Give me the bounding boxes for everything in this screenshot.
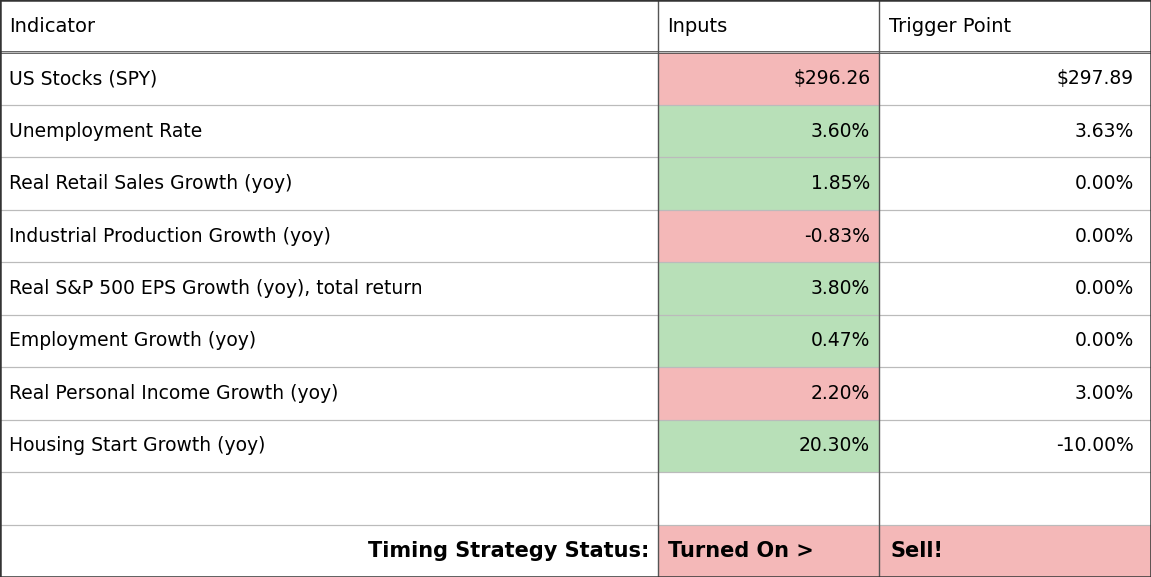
Bar bbox=[658, 53, 879, 105]
Text: Real Retail Sales Growth (yoy): Real Retail Sales Growth (yoy) bbox=[9, 174, 292, 193]
Bar bbox=[658, 419, 879, 472]
Text: 1.85%: 1.85% bbox=[811, 174, 870, 193]
Text: Trigger Point: Trigger Point bbox=[889, 17, 1011, 36]
Bar bbox=[658, 158, 879, 210]
Text: $297.89: $297.89 bbox=[1057, 69, 1134, 88]
Text: 20.30%: 20.30% bbox=[799, 436, 870, 455]
Text: Employment Growth (yoy): Employment Growth (yoy) bbox=[9, 331, 257, 350]
Bar bbox=[658, 524, 879, 577]
Text: 0.00%: 0.00% bbox=[1075, 227, 1134, 246]
Text: 3.00%: 3.00% bbox=[1075, 384, 1134, 403]
Text: 3.60%: 3.60% bbox=[811, 122, 870, 141]
Text: US Stocks (SPY): US Stocks (SPY) bbox=[9, 69, 158, 88]
Text: Timing Strategy Status:: Timing Strategy Status: bbox=[368, 541, 649, 561]
Text: -0.83%: -0.83% bbox=[805, 227, 870, 246]
Text: Turned On >: Turned On > bbox=[668, 541, 814, 561]
Text: 0.00%: 0.00% bbox=[1075, 279, 1134, 298]
Text: 0.00%: 0.00% bbox=[1075, 174, 1134, 193]
Text: 0.00%: 0.00% bbox=[1075, 331, 1134, 350]
Text: $296.26: $296.26 bbox=[793, 69, 870, 88]
Bar bbox=[658, 367, 879, 419]
Text: 0.47%: 0.47% bbox=[810, 331, 870, 350]
Bar bbox=[658, 210, 879, 263]
Text: Real S&P 500 EPS Growth (yoy), total return: Real S&P 500 EPS Growth (yoy), total ret… bbox=[9, 279, 422, 298]
Text: 3.63%: 3.63% bbox=[1075, 122, 1134, 141]
Text: 3.80%: 3.80% bbox=[811, 279, 870, 298]
Bar bbox=[658, 314, 879, 367]
Text: Inputs: Inputs bbox=[668, 17, 727, 36]
Bar bbox=[658, 105, 879, 158]
Text: Industrial Production Growth (yoy): Industrial Production Growth (yoy) bbox=[9, 227, 331, 246]
Bar bbox=[879, 524, 1151, 577]
Text: -10.00%: -10.00% bbox=[1055, 436, 1134, 455]
Text: Real Personal Income Growth (yoy): Real Personal Income Growth (yoy) bbox=[9, 384, 338, 403]
Text: Indicator: Indicator bbox=[9, 17, 96, 36]
Text: Unemployment Rate: Unemployment Rate bbox=[9, 122, 203, 141]
Text: Sell!: Sell! bbox=[891, 541, 944, 561]
Bar bbox=[658, 263, 879, 314]
Text: 2.20%: 2.20% bbox=[811, 384, 870, 403]
Text: Housing Start Growth (yoy): Housing Start Growth (yoy) bbox=[9, 436, 266, 455]
